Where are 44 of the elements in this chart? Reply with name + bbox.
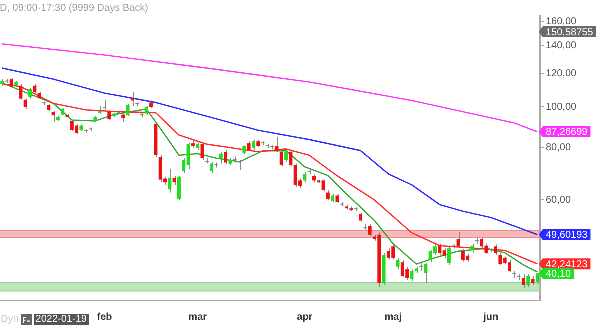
y-tick-label: 80,00 <box>546 142 572 154</box>
text: 150,58755 <box>546 27 594 38</box>
candlestick <box>168 168 172 194</box>
candlestick <box>224 150 228 166</box>
candlestick <box>522 274 526 289</box>
chart-title: D, 09:00-17:30 (9999 Days Back) <box>0 2 148 14</box>
candlestick <box>326 190 330 201</box>
candlestick <box>238 160 242 171</box>
candlestick <box>177 176 181 201</box>
y-tick-label: 120,00 <box>546 68 578 80</box>
y-tick-label: 160,00 <box>546 16 578 28</box>
candlestick <box>19 83 23 100</box>
candlestick <box>52 110 56 123</box>
x-tick-label: apr <box>297 312 313 323</box>
y-tick-label: 100,00 <box>546 102 578 113</box>
candlestick <box>508 260 512 273</box>
data-label: 87,26699 <box>546 127 588 138</box>
text: 2022-01-19 <box>34 314 89 324</box>
candlestick <box>447 245 451 266</box>
text: 40,10 <box>546 268 572 280</box>
candlestick <box>219 151 223 164</box>
candlestick <box>108 110 112 121</box>
candlestick <box>102 99 106 111</box>
candlestick <box>28 87 32 100</box>
candlestick <box>210 162 214 174</box>
candlestick <box>24 98 28 110</box>
candlestick <box>289 150 293 167</box>
candlestick <box>410 269 414 282</box>
candlestick <box>280 150 284 167</box>
candlestick <box>396 257 400 270</box>
x-tick-label: maj <box>384 312 402 323</box>
candlestick <box>126 104 130 118</box>
y-tick-label: 140,00 <box>546 40 578 52</box>
candlestick <box>252 139 256 151</box>
x-tick-label: mar <box>188 312 208 323</box>
candlestick <box>242 145 246 156</box>
candlestick <box>303 172 307 184</box>
candlestick <box>33 83 37 94</box>
data-label: 49,60193 <box>546 230 588 242</box>
y-tick-label: 60,00 <box>546 194 572 206</box>
candlestick <box>526 274 530 288</box>
x-tick-label: feb <box>97 312 112 323</box>
x-tick-label: jun <box>482 312 499 323</box>
data-label: 42,24123 <box>546 259 588 270</box>
